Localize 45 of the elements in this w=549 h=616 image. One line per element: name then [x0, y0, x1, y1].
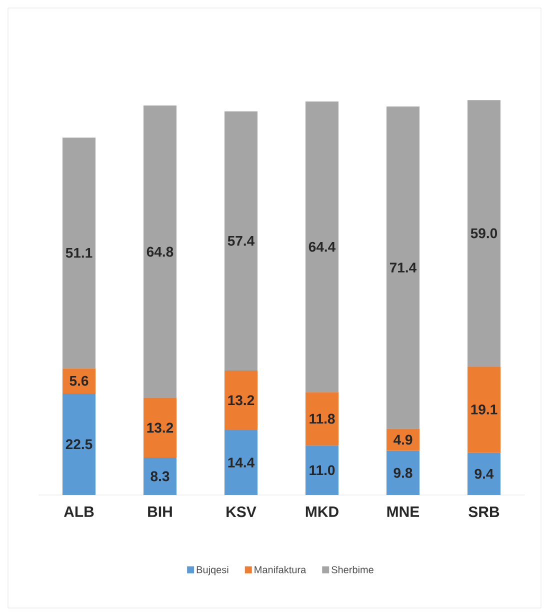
data-label: 8.3: [150, 471, 170, 482]
data-label: 5.6: [70, 376, 88, 386]
bar: [467, 452, 500, 495]
data-label: 9.4: [474, 468, 494, 479]
bar: [143, 106, 176, 398]
data-label: 13.2: [228, 395, 254, 406]
data-label: 57.4: [228, 236, 255, 246]
data-label: 64.4: [308, 242, 336, 252]
x-tick-label: KSV: [226, 506, 256, 518]
data-label: 11.8: [310, 414, 335, 424]
bar: [305, 102, 338, 392]
data-label: 13.2: [147, 422, 174, 433]
bar: [224, 370, 258, 430]
legend-label: Sherbime: [332, 566, 374, 574]
bar: [386, 106, 420, 429]
bar: [62, 138, 96, 368]
bar: [305, 392, 338, 446]
data-label: 4.9: [393, 434, 412, 445]
data-label: 11.0: [310, 465, 335, 476]
bar: [224, 430, 258, 495]
x-tick-label: MNE: [387, 506, 420, 517]
bar: [62, 393, 96, 495]
bar: [305, 445, 338, 495]
data-label: 64.8: [146, 246, 174, 257]
legend-label: Manifaktura: [254, 566, 306, 574]
bar: [467, 100, 500, 366]
x-tick-label: SRB: [468, 506, 500, 518]
x-tick-label: MKD: [306, 506, 338, 517]
data-label: 22.5: [66, 439, 92, 450]
data-label: 9.8: [394, 468, 412, 478]
bar: [62, 368, 96, 394]
bar: [467, 366, 500, 453]
x-tick-label: BIH: [148, 506, 172, 517]
data-label: 14.4: [228, 458, 255, 468]
x-tick-label: ALB: [64, 506, 94, 517]
data-label: 71.4: [390, 262, 417, 272]
bar: [143, 458, 176, 495]
data-label: 59.0: [470, 228, 498, 238]
bar: [224, 111, 258, 370]
bar: [386, 450, 420, 495]
legend-label: Bujqesi: [196, 566, 228, 576]
data-label: 51.1: [66, 248, 92, 258]
data-label: 19.1: [471, 404, 498, 414]
bar: [143, 398, 176, 458]
bar: [386, 428, 420, 451]
